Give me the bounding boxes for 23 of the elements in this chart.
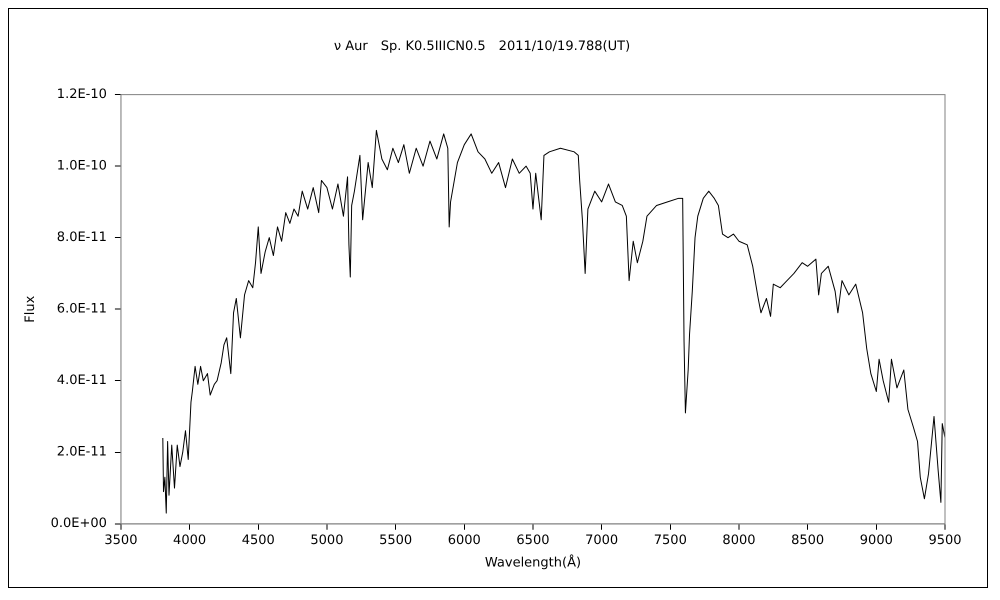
chart-title: ν Aur Sp. K0.5IIICN0.5 2011/10/19.788(UT) bbox=[334, 39, 630, 54]
x-tick-label: 4000 bbox=[173, 532, 206, 548]
x-tick-label: 9500 bbox=[928, 532, 962, 548]
x-tick-label: 7500 bbox=[654, 532, 687, 548]
y-tick-label: 6.0E-11 bbox=[56, 302, 107, 317]
y-tick-label: 8.0E-11 bbox=[56, 230, 107, 246]
x-tick-label: 5000 bbox=[310, 532, 344, 548]
y-tick-label: 0.0E+00 bbox=[50, 516, 107, 532]
y-tick-label: 2.0E-11 bbox=[56, 444, 107, 460]
y-axis-title: Flux bbox=[23, 295, 38, 323]
x-tick-label: 9000 bbox=[860, 532, 893, 548]
x-tick-label: 7000 bbox=[585, 532, 618, 548]
y-tick-label: 1.2E-10 bbox=[56, 86, 107, 102]
x-tick-label: 6500 bbox=[516, 532, 550, 548]
y-tick-label: 4.0E-11 bbox=[56, 373, 107, 388]
x-tick-label: 8500 bbox=[791, 532, 824, 548]
y-tick-label: 1.0E-10 bbox=[56, 158, 107, 174]
x-tick-label: 6000 bbox=[448, 532, 481, 548]
x-tick-label: 3500 bbox=[104, 532, 138, 548]
x-tick-label: 4500 bbox=[242, 532, 275, 548]
x-axis-title: Wavelength(Å) bbox=[484, 554, 582, 571]
x-tick-label: 5500 bbox=[379, 532, 412, 548]
x-tick-label: 8000 bbox=[722, 532, 756, 548]
